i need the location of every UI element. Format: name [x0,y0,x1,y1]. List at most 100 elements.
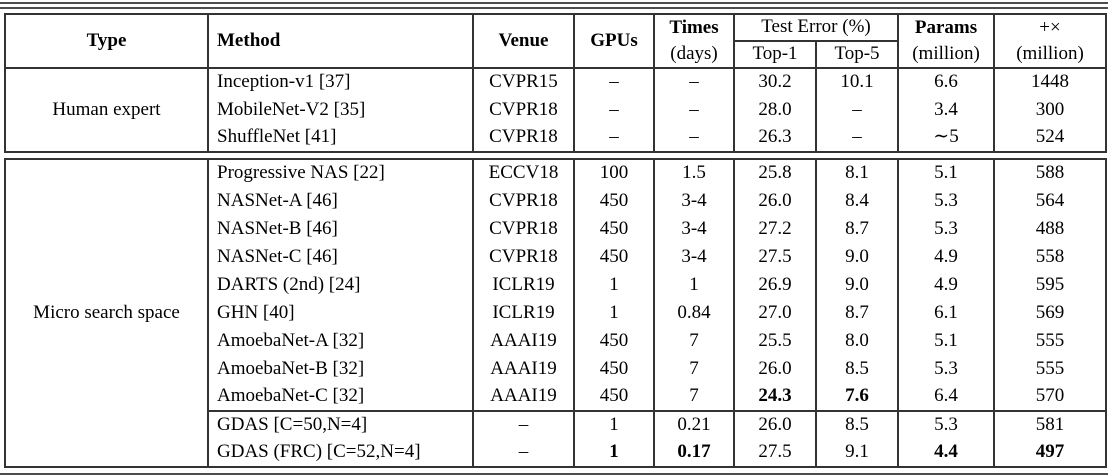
value-cell: 450 [573,383,655,411]
value-cell: 450 [573,355,655,383]
value-cell: 0.84 [653,299,735,327]
value-cell: – [815,96,899,124]
value-cell: CVPR18 [472,96,575,124]
value-cell: 3-4 [653,187,735,215]
value-cell: – [573,96,655,124]
table-row: NASNet-C [46] CVPR18 450 3-4 27.5 9.0 4.9 558 [5,243,1107,271]
table-row: MobileNet-V2 [35] CVPR18– –28.0–3.4 300 [5,96,1107,124]
method-cell: GDAS (FRC) [C=52,N=4] [207,439,474,468]
value-cell: 7 [653,355,735,383]
value-cell: 0.17 [653,439,735,468]
value-cell: 25.8 [733,159,817,187]
value-cell: 0.21 [653,410,735,439]
value-cell: 5.3 [897,187,995,215]
value-cell: 300 [993,96,1107,124]
value-cell: CVPR18 [472,187,575,215]
value-cell: 6.6 [897,68,995,96]
value-cell: 558 [993,243,1107,271]
value-cell: CVPR18 [472,215,575,243]
value-cell: ICLR19 [472,271,575,299]
table-row: ShuffleNet [41] CVPR18– –26.3– ∼5 524 [5,124,1107,152]
value-cell: 497 [993,439,1107,468]
table-body: Human expert Inception-v1 [37] CVPR15– –30.… [4,68,1107,468]
value-cell: 8.4 [815,187,899,215]
value-cell: 27.2 [733,215,817,243]
value-cell: AAAI19 [472,327,575,355]
value-cell: 5.3 [897,215,995,243]
table-row: NASNet-B [46] CVPR18 450 3-4 27.2 8.7 5.3 488 [5,215,1107,243]
value-cell: – [653,68,735,96]
value-cell: 3-4 [653,243,735,271]
value-cell: ICLR19 [472,299,575,327]
method-cell: NASNet-C [46] [207,243,474,271]
table-row: AmoebaNet-C [32] AAAI19 450 7 24.3 7.6 6.4 570 [5,383,1107,411]
value-cell: 524 [993,124,1107,152]
table-header: Type Method Venue GPUs Times (days) Test… [4,13,1107,69]
table-row: Micro search space Progressive NAS [22] EC… [4,159,1107,468]
value-cell: 27.0 [733,299,817,327]
value-cell: 1 [573,439,655,468]
method-cell: AmoebaNet-B [32] [207,355,474,383]
value-cell: 5.1 [897,327,995,355]
value-cell: – [472,410,575,439]
section-separator-cell [5,151,1106,160]
value-cell: 9.1 [815,439,899,468]
value-cell: 7 [653,327,735,355]
header-row-1: Type Method Venue GPUs Times (days) Test… [4,13,1107,69]
value-cell: 5.3 [897,355,995,383]
value-cell: 569 [993,299,1107,327]
value-cell: 26.0 [733,187,817,215]
col-header-method: Method [207,13,474,69]
value-cell: 1 [573,271,655,299]
col-header-flops: +× (million) [993,13,1107,69]
method-cell: Progressive NAS [22] [207,159,474,187]
type-cell: Human expert [4,68,209,153]
col-header-top5: Top-5 [815,40,899,69]
value-cell: 488 [993,215,1107,243]
value-cell: 3-4 [653,215,735,243]
value-cell: 555 [993,327,1107,355]
value-cell: 8.0 [815,327,899,355]
value-cell: 4.9 [897,271,995,299]
col-header-times: Times (days) [653,13,735,69]
method-cell: GHN [40] [207,299,474,327]
value-cell: 1 [573,299,655,327]
value-cell: 26.9 [733,271,817,299]
value-cell: 588 [993,159,1107,187]
value-cell: 26.0 [733,355,817,383]
value-cell: – [653,96,735,124]
value-cell: – [472,439,575,468]
value-cell: 3.4 [897,96,995,124]
params-label: Params [914,17,978,38]
value-cell: 100 [573,159,655,187]
value-cell: ∼5 [897,124,995,152]
value-cell: 1448 [993,68,1107,96]
method-cell: MobileNet-V2 [35] [207,96,474,124]
value-cell: AAAI19 [472,355,575,383]
value-cell: ECCV18 [472,159,575,187]
value-cell: 1.5 [653,159,735,187]
value-cell: 24.3 [733,383,817,411]
value-cell: 4.4 [897,439,995,468]
value-cell: 5.1 [897,159,995,187]
value-cell: CVPR18 [472,124,575,152]
value-cell: 8.7 [815,215,899,243]
col-header-gpus: GPUs [573,13,655,69]
value-cell: 10.1 [815,68,899,96]
value-cell: 26.3 [733,124,817,152]
value-cell: 7.6 [815,383,899,411]
value-cell: 28.0 [733,96,817,124]
value-cell: 570 [993,383,1107,411]
col-header-top1: Top-1 [733,40,817,69]
table-row: GDAS [C=50,N=4] –1 0.21 26.0 8.5 5.3 581 [5,410,1107,439]
method-cell: GDAS [C=50,N=4] [207,410,474,439]
method-cell: ShuffleNet [41] [207,124,474,152]
col-header-params: Params (million) [897,13,995,69]
table-row: GDAS (FRC) [C=52,N=4] –1 0.17 27.5 9.1 4.4 497 [5,439,1107,468]
method-cell: NASNet-A [46] [207,187,474,215]
value-cell: 9.0 [815,243,899,271]
params-unit-label: (million) [912,43,980,64]
type-cell: Micro search space [4,159,209,468]
value-cell: 30.2 [733,68,817,96]
method-cell: Inception-v1 [37] [207,68,474,96]
